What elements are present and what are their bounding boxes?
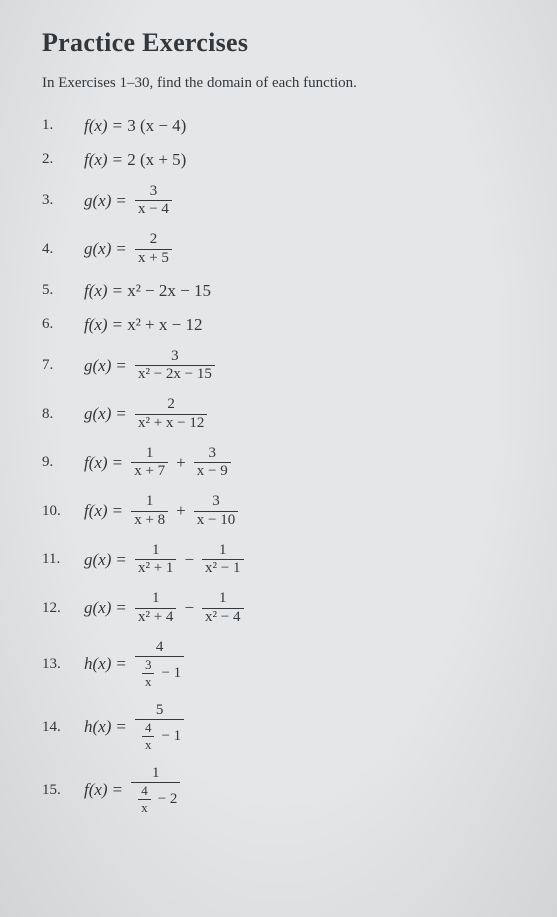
function-rhs: x² + x − 12 <box>127 315 202 335</box>
exercise-number: 9. <box>42 454 84 471</box>
function-lhs: g(x) <box>84 356 111 376</box>
exercise-row: 8.g(x)=2x² + x − 12 <box>42 397 529 432</box>
function-lhs: f(x) <box>84 780 108 800</box>
exercise-number: 12. <box>42 600 84 617</box>
exercise-expression: f(x)=1x + 7+3x − 9 <box>84 446 235 481</box>
exercise-expression: g(x)=3x − 4 <box>84 184 176 219</box>
function-lhs: f(x) <box>84 116 108 136</box>
page-title: Practice Exercises <box>42 28 529 58</box>
exercise-number: 1. <box>42 117 84 134</box>
exercise-number: 2. <box>42 151 84 168</box>
exercise-row: 12.g(x)=1x² + 4−1x² − 4 <box>42 591 529 626</box>
exercise-expression: g(x)=2x + 5 <box>84 232 176 267</box>
exercise-row: 13.h(x)=43x − 1 <box>42 640 529 689</box>
exercise-number: 13. <box>42 656 84 673</box>
exercise-row: 15.f(x)=14x − 2 <box>42 766 529 815</box>
function-rhs: x² − 2x − 15 <box>127 281 211 301</box>
exercise-expression: f(x)=3 (x − 4) <box>84 116 186 136</box>
exercise-number: 8. <box>42 406 84 423</box>
exercise-row: 10.f(x)=1x + 8+3x − 10 <box>42 494 529 529</box>
exercise-expression: f(x)=x² − 2x − 15 <box>84 281 211 301</box>
function-lhs: g(x) <box>84 404 111 424</box>
exercise-row: 3.g(x)=3x − 4 <box>42 184 529 219</box>
function-lhs: f(x) <box>84 150 108 170</box>
exercise-row: 14.h(x)=54x − 1 <box>42 703 529 752</box>
exercise-expression: f(x)=14x − 2 <box>84 766 184 815</box>
function-lhs: f(x) <box>84 501 108 521</box>
exercise-expression: h(x)=43x − 1 <box>84 640 188 689</box>
exercise-row: 7.g(x)=3x² − 2x − 15 <box>42 349 529 384</box>
exercise-expression: g(x)=2x² + x − 12 <box>84 397 211 432</box>
function-lhs: g(x) <box>84 550 111 570</box>
exercise-number: 10. <box>42 503 84 520</box>
exercise-row: 1.f(x)=3 (x − 4) <box>42 116 529 136</box>
exercise-expression: g(x)=1x² + 1−1x² − 1 <box>84 543 248 578</box>
exercise-number: 3. <box>42 192 84 209</box>
exercise-number: 6. <box>42 316 84 333</box>
exercise-number: 14. <box>42 719 84 736</box>
function-rhs: 2 (x + 5) <box>127 150 186 170</box>
exercise-expression: f(x)=2 (x + 5) <box>84 150 186 170</box>
instructions: In Exercises 1–30, find the domain of ea… <box>42 74 529 94</box>
exercise-row: 5.f(x)=x² − 2x − 15 <box>42 281 529 301</box>
exercise-row: 2.f(x)=2 (x + 5) <box>42 150 529 170</box>
function-lhs: h(x) <box>84 717 111 737</box>
exercise-number: 11. <box>42 551 84 568</box>
function-lhs: f(x) <box>84 315 108 335</box>
exercise-row: 4.g(x)=2x + 5 <box>42 232 529 267</box>
exercise-number: 15. <box>42 782 84 799</box>
exercise-expression: g(x)=3x² − 2x − 15 <box>84 349 219 384</box>
function-lhs: f(x) <box>84 453 108 473</box>
function-lhs: g(x) <box>84 598 111 618</box>
exercise-number: 4. <box>42 241 84 258</box>
exercise-expression: g(x)=1x² + 4−1x² − 4 <box>84 591 248 626</box>
exercise-number: 7. <box>42 357 84 374</box>
function-lhs: g(x) <box>84 191 111 211</box>
function-lhs: f(x) <box>84 281 108 301</box>
exercise-row: 9.f(x)=1x + 7+3x − 9 <box>42 446 529 481</box>
function-lhs: h(x) <box>84 654 111 674</box>
function-lhs: g(x) <box>84 239 111 259</box>
exercise-list: 1.f(x)=3 (x − 4)2.f(x)=2 (x + 5)3.g(x)=3… <box>42 116 529 815</box>
function-rhs: 3 (x − 4) <box>127 116 186 136</box>
exercise-number: 5. <box>42 282 84 299</box>
exercise-expression: f(x)=1x + 8+3x − 10 <box>84 494 242 529</box>
exercise-expression: h(x)=54x − 1 <box>84 703 188 752</box>
exercise-row: 6.f(x)=x² + x − 12 <box>42 315 529 335</box>
exercise-row: 11.g(x)=1x² + 1−1x² − 1 <box>42 543 529 578</box>
exercise-expression: f(x)=x² + x − 12 <box>84 315 202 335</box>
